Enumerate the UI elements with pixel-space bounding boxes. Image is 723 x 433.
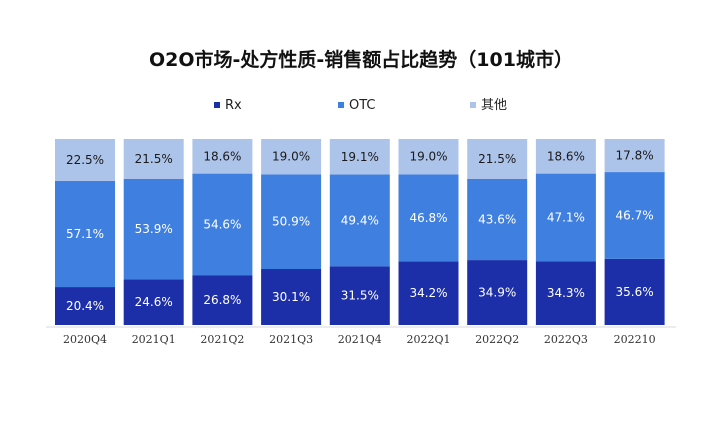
data-label-4-series-1: 49.4% (341, 213, 379, 227)
data-label-4-series-2: 19.1% (341, 150, 379, 164)
x-tick-labels: 2020Q4 2021Q1 2021Q2 2021Q3 2021Q4 2022Q1 2022… (63, 333, 656, 346)
bar-7-series-1 (535, 173, 596, 262)
bar-3-series-2 (261, 139, 322, 175)
bar-2-series-2 (192, 139, 253, 174)
bar-1-series-1 (123, 178, 184, 280)
bar-7-series-2 (535, 139, 596, 174)
bar-4-series-0 (329, 266, 390, 325)
data-label-2-series-0: 26.8% (203, 293, 241, 307)
bars-group: 20.4% 57.1% 22.5% 24.6% 53.9% 21.5% 26.8% 54.6%… (55, 139, 665, 325)
bar-0-series-2 (55, 139, 115, 181)
data-label-8-series-1: 46.7% (616, 208, 654, 222)
bar-8-series-1 (604, 172, 665, 259)
bar-6-series-0 (467, 260, 528, 325)
data-label-3-series-2: 19.0% (272, 150, 310, 164)
data-label-3-series-0: 30.1% (272, 290, 310, 304)
bar-5-series-2 (398, 139, 459, 175)
x-tick-0: 2020Q4 (63, 333, 107, 346)
bar-6-series-2 (467, 139, 528, 179)
bar-3-series-0 (261, 269, 322, 325)
data-label-7-series-1: 47.1% (547, 210, 585, 224)
data-label-1-series-0: 24.6% (135, 295, 173, 309)
bar-1-series-0 (123, 279, 184, 325)
data-label-8-series-2: 17.8% (616, 149, 654, 163)
data-label-6-series-2: 21.5% (478, 152, 516, 166)
bar-6-series-1 (467, 178, 528, 261)
bar-8-series-2 (604, 139, 665, 173)
bar-5-series-0 (398, 261, 459, 325)
data-label-0-series-1: 57.1% (66, 227, 104, 241)
bar-7-series-0 (535, 261, 596, 325)
data-label-2-series-2: 18.6% (203, 149, 241, 163)
legend-label-0: Rx (225, 98, 242, 113)
x-tick-4: 2021Q4 (338, 333, 382, 346)
data-label-0-series-0: 20.4% (66, 299, 104, 313)
x-tick-8: 202210 (614, 333, 656, 346)
bar-2-series-0 (192, 275, 253, 325)
x-tick-5: 2022Q1 (406, 333, 450, 346)
legend: Rx OTC 其他 (214, 98, 507, 113)
bar-5-series-1 (398, 174, 459, 262)
data-label-6-series-1: 43.6% (478, 213, 516, 227)
data-label-7-series-2: 18.6% (547, 149, 585, 163)
data-label-1-series-2: 21.5% (135, 152, 173, 166)
data-label-7-series-0: 34.3% (547, 286, 585, 300)
legend-swatch-1 (338, 102, 344, 108)
x-tick-3: 2021Q3 (269, 333, 313, 346)
legend-swatch-0 (214, 102, 220, 108)
chart-title: O2O市场-处方性质-销售额占比趋势（101城市） (149, 48, 573, 71)
data-label-6-series-0: 34.9% (478, 286, 516, 300)
bar-1-series-2 (123, 139, 184, 179)
data-label-5-series-0: 34.2% (409, 286, 447, 300)
bar-0-series-1 (55, 180, 115, 288)
data-label-5-series-1: 46.8% (409, 211, 447, 225)
x-tick-1: 2021Q1 (132, 333, 176, 346)
data-label-4-series-0: 31.5% (341, 289, 379, 303)
bar-4-series-1 (329, 174, 390, 267)
x-tick-7: 2022Q3 (544, 333, 588, 346)
legend-swatch-2 (470, 102, 476, 108)
data-label-5-series-2: 19.0% (409, 150, 447, 164)
bar-3-series-1 (261, 174, 322, 270)
bar-0-series-0 (55, 287, 115, 325)
data-label-2-series-1: 54.6% (203, 217, 241, 231)
legend-label-1: OTC (349, 98, 376, 113)
x-tick-2: 2021Q2 (200, 333, 244, 346)
bar-4-series-2 (329, 139, 390, 175)
legend-label-2: 其他 (481, 98, 507, 113)
data-label-0-series-2: 22.5% (66, 153, 104, 167)
data-label-1-series-1: 53.9% (135, 222, 173, 236)
data-label-8-series-0: 35.6% (616, 285, 654, 299)
bar-2-series-1 (192, 173, 253, 276)
bar-8-series-0 (604, 258, 665, 325)
data-label-3-series-1: 50.9% (272, 215, 310, 229)
x-tick-6: 2022Q2 (475, 333, 519, 346)
